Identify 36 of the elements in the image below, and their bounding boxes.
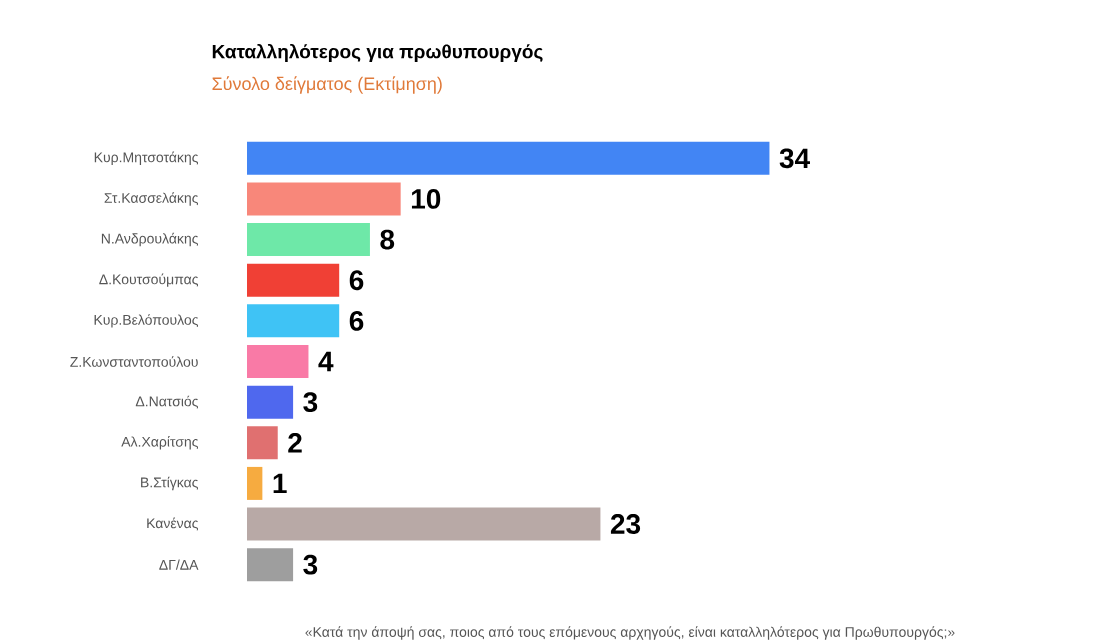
y-tick-label: Δ.Κουτσούμπας xyxy=(99,273,199,287)
data-label: 3 xyxy=(303,554,318,575)
bar xyxy=(247,141,770,175)
chart-subtitle: Σύνολο δείγματος (Εκτίμηση) xyxy=(212,76,442,94)
data-label: 3 xyxy=(303,392,318,413)
bar xyxy=(247,548,294,582)
y-tick-label: Στ.Κασσελάκης xyxy=(104,192,199,206)
y-tick-label: Β.Στίγκας xyxy=(141,476,199,491)
chart-title: Καταλληλότερος για πρωθυπουργός xyxy=(212,43,543,63)
bar xyxy=(247,466,263,500)
text: «Κατά την άποψή σας, ποιος από τους επόμενους αρχηγούς, είναι καταλληλότερος για Πρωθυπουργός;» xyxy=(305,626,955,640)
bar xyxy=(247,345,309,378)
data-label: 4 xyxy=(318,351,334,372)
y-tick-label: Ζ.Κωνσταντοπούλου xyxy=(70,356,198,367)
bar xyxy=(247,304,340,338)
y-tick-label: Αλ.Χαρίτσης xyxy=(121,436,199,450)
bar xyxy=(247,263,340,297)
data-label: 10 xyxy=(411,189,441,209)
y-tick-label: Κυρ.Μητσοτάκης xyxy=(94,151,199,166)
bar xyxy=(247,385,294,419)
bar xyxy=(247,426,278,460)
bar xyxy=(247,182,401,216)
bar xyxy=(247,223,370,257)
y-tick-label: Δ.Νατσιός xyxy=(135,395,199,409)
y-tick-label: Κυρ.Βελόπουλος xyxy=(94,314,199,328)
data-label: 6 xyxy=(349,270,364,291)
data-label: 23 xyxy=(610,514,641,534)
y-tick-label: Κανένας xyxy=(147,517,199,531)
data-label: 34 xyxy=(779,148,810,169)
data-label: 2 xyxy=(288,433,302,453)
data-label: 8 xyxy=(380,229,395,250)
y-tick-label: ΔΓ/ΔΑ xyxy=(159,559,199,570)
y-tick-label: Ν.Ανδρουλάκης xyxy=(101,232,199,247)
data-label: 6 xyxy=(349,310,364,331)
bar xyxy=(247,507,601,541)
data-label: 1 xyxy=(273,473,287,494)
